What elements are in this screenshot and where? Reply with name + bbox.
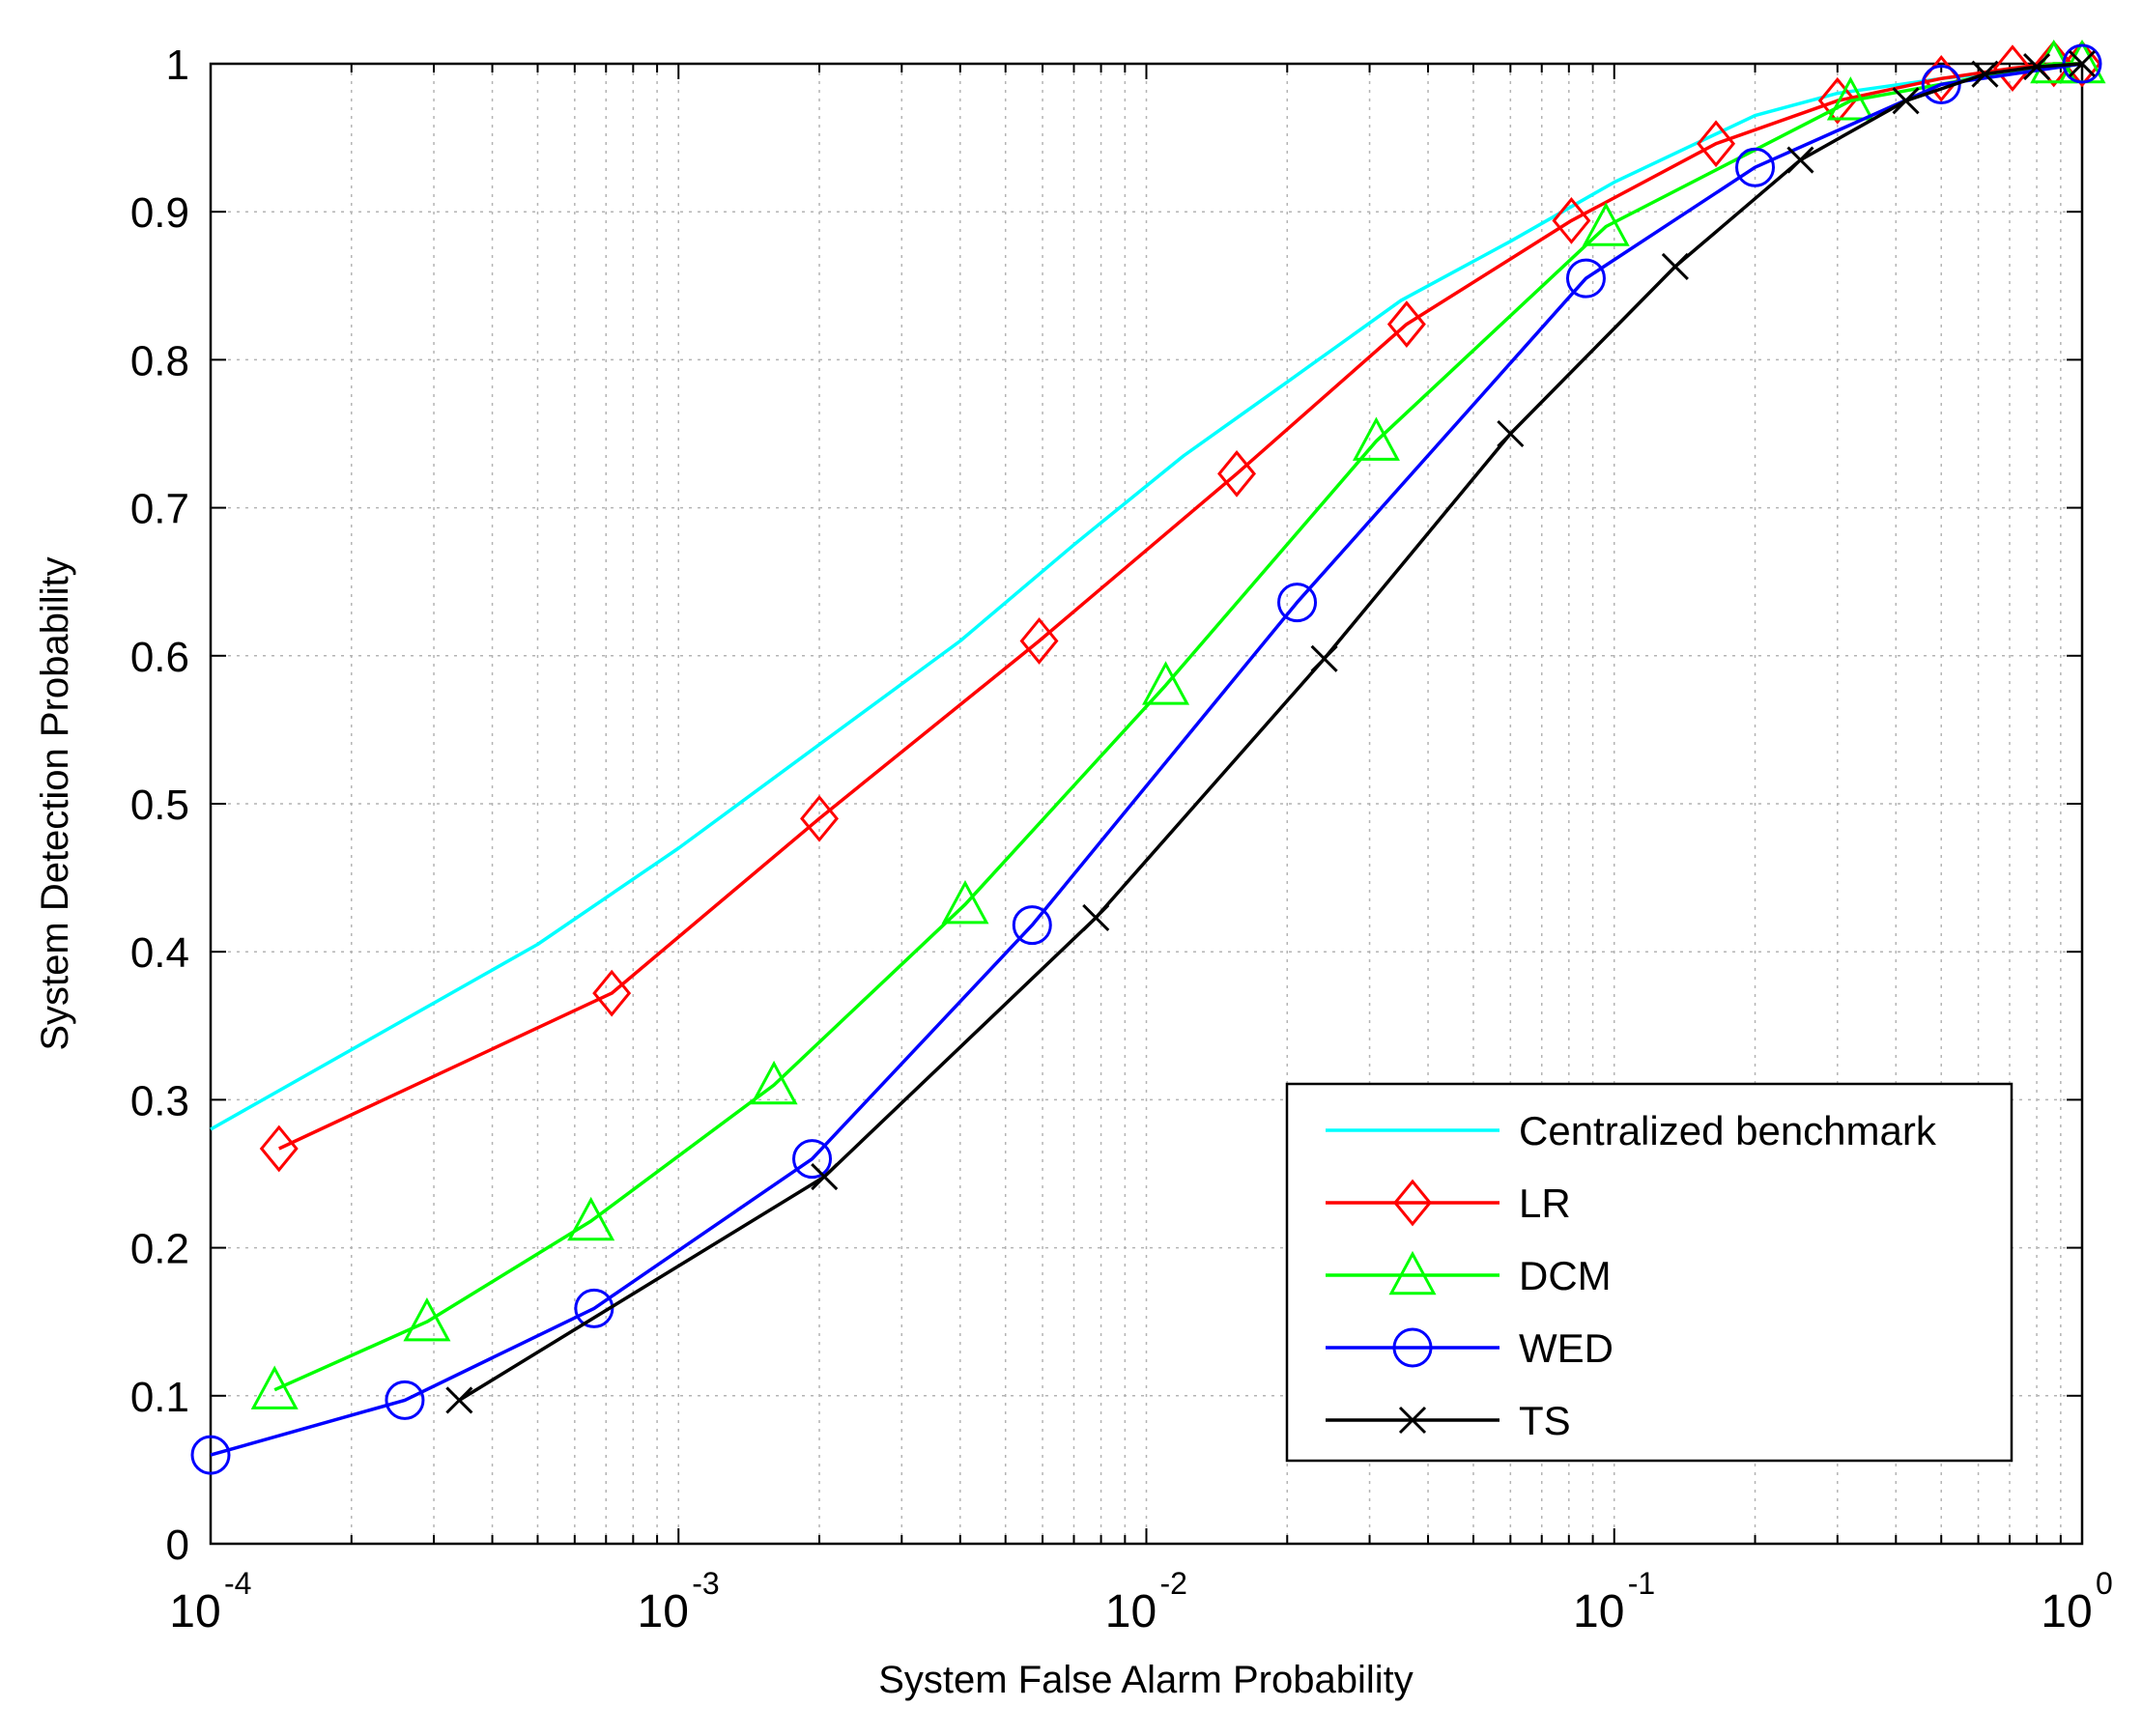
x-tick-label: 10-2 (1105, 1566, 1187, 1637)
y-tick-label: 0.8 (130, 337, 189, 384)
legend-entry-ts: TS (1326, 1398, 1571, 1443)
legend-label: DCM (1519, 1253, 1612, 1298)
grid (211, 64, 2082, 1544)
data-point-ts (1661, 252, 1689, 280)
legend-label: WED (1519, 1325, 1614, 1371)
axis-ticks (210, 63, 2083, 1545)
data-point-lr (2063, 40, 2101, 88)
data-point-ts (1082, 903, 1110, 932)
x-tick-label-exponent: 0 (2096, 1566, 2113, 1601)
data-point-wed (190, 1435, 231, 1475)
data-point-ts (2068, 49, 2097, 78)
data-point-lr (1386, 300, 1426, 348)
series-wed (190, 43, 2102, 1475)
y-tick-label: 0.4 (130, 929, 189, 977)
data-point-lr (1217, 449, 1257, 498)
y-tick-label: 0 (166, 1522, 189, 1569)
legend-entry-dcm: DCM (1326, 1250, 1612, 1298)
x-tick-label: 100 (2041, 1566, 2112, 1637)
y-tick-label: 0.7 (130, 486, 189, 533)
data-point-lr (1992, 44, 2032, 92)
data-point-ts (445, 1386, 473, 1414)
legend-marker (1392, 1327, 1433, 1368)
x-tick-label-exponent: -3 (692, 1566, 719, 1601)
y-tick-label: 0.1 (130, 1374, 189, 1421)
data-point-lr (592, 969, 632, 1017)
data-point-dcm (1142, 661, 1190, 705)
x-tick-label-exponent: -4 (224, 1566, 251, 1601)
legend-entry-lr: LR (1326, 1179, 1571, 1227)
series-line-wed (210, 62, 2083, 1457)
data-point-ts (1310, 644, 1338, 672)
data-point-ts (2023, 53, 2051, 81)
y-tick-labels: 0 0.1 0.2 0.3 0.4 0.5 0.6 0.7 0.8 0.9 1 (130, 42, 189, 1569)
x-tick-label-base: 10 (1573, 1586, 1624, 1637)
legend-box (1285, 1082, 2013, 1463)
data-point-lr (1697, 120, 1736, 168)
data-point-ts (1892, 87, 1920, 115)
legend-entry-centralized-benchmark: Centralized benchmark (1326, 1108, 1937, 1153)
data-point-ts (1971, 60, 1999, 88)
data-point-dcm (1826, 76, 1874, 121)
data-point-wed (385, 1380, 425, 1420)
plot-frame (209, 62, 2084, 1546)
legend-label: LR (1519, 1181, 1571, 1226)
legend-marker (1388, 1250, 1437, 1295)
data-point-lr (800, 794, 840, 842)
data-point-ts (811, 1162, 839, 1191)
data-point-lr (1817, 76, 1857, 125)
legend-entry-wed: WED (1326, 1325, 1614, 1371)
y-tick-label: 1 (166, 42, 189, 89)
legend-label: TS (1519, 1398, 1571, 1443)
y-axis-label: System Detection Probability (34, 556, 76, 1050)
x-tick-label-base: 10 (2041, 1586, 2092, 1637)
data-point-ts (1786, 146, 1814, 174)
y-tick-label: 0.6 (130, 634, 189, 681)
data-point-wed (1921, 64, 1961, 104)
legend-marker (1393, 1179, 1432, 1227)
data-point-ts (1497, 419, 1525, 448)
legend-label: Centralized benchmark (1519, 1108, 1937, 1153)
legend-marker (1398, 1406, 1427, 1435)
data-point-dcm (1582, 202, 1630, 246)
data-point-lr (1552, 197, 1591, 244)
data-point-dcm (1352, 416, 1400, 461)
data-point-dcm (750, 1060, 798, 1105)
data-point-lr (1019, 617, 1059, 665)
x-tick-label-exponent: -2 (1160, 1566, 1187, 1601)
y-tick-label: 0.5 (130, 782, 189, 829)
x-tick-label-exponent: -1 (1628, 1566, 1655, 1601)
y-tick-label: 0.2 (130, 1226, 189, 1273)
data-point-wed (1012, 905, 1052, 946)
series-line-lr (278, 62, 2082, 1151)
x-tick-label: 10-3 (638, 1566, 720, 1637)
x-tick-label-base: 10 (169, 1586, 220, 1637)
data-point-wed (792, 1139, 833, 1180)
data-point-dcm (567, 1196, 615, 1241)
y-tick-label: 0.3 (130, 1077, 189, 1124)
x-tick-label-base: 10 (1105, 1586, 1157, 1637)
data-point-wed (1735, 147, 1776, 187)
series-ts (445, 49, 2097, 1414)
x-axis-label: System False Alarm Probability (878, 1659, 1414, 1701)
data-point-wed (1565, 258, 1606, 299)
x-tick-label: 10-4 (169, 1566, 251, 1637)
data-point-dcm (403, 1297, 451, 1342)
data-point-dcm (941, 880, 989, 925)
legend-entries: Centralized benchmark LR DCM WED TS (1326, 1108, 1937, 1443)
legend: Centralized benchmark LR DCM WED TS (1285, 1082, 2013, 1463)
data-point-lr (259, 1124, 299, 1173)
series-lr (259, 40, 2101, 1173)
y-tick-label: 0.9 (130, 189, 189, 237)
data-point-wed (1277, 583, 1318, 623)
series-group (190, 39, 2106, 1475)
x-tick-label: 10-1 (1573, 1566, 1655, 1637)
x-tick-label-base: 10 (638, 1586, 689, 1637)
data-point-dcm (250, 1365, 299, 1409)
